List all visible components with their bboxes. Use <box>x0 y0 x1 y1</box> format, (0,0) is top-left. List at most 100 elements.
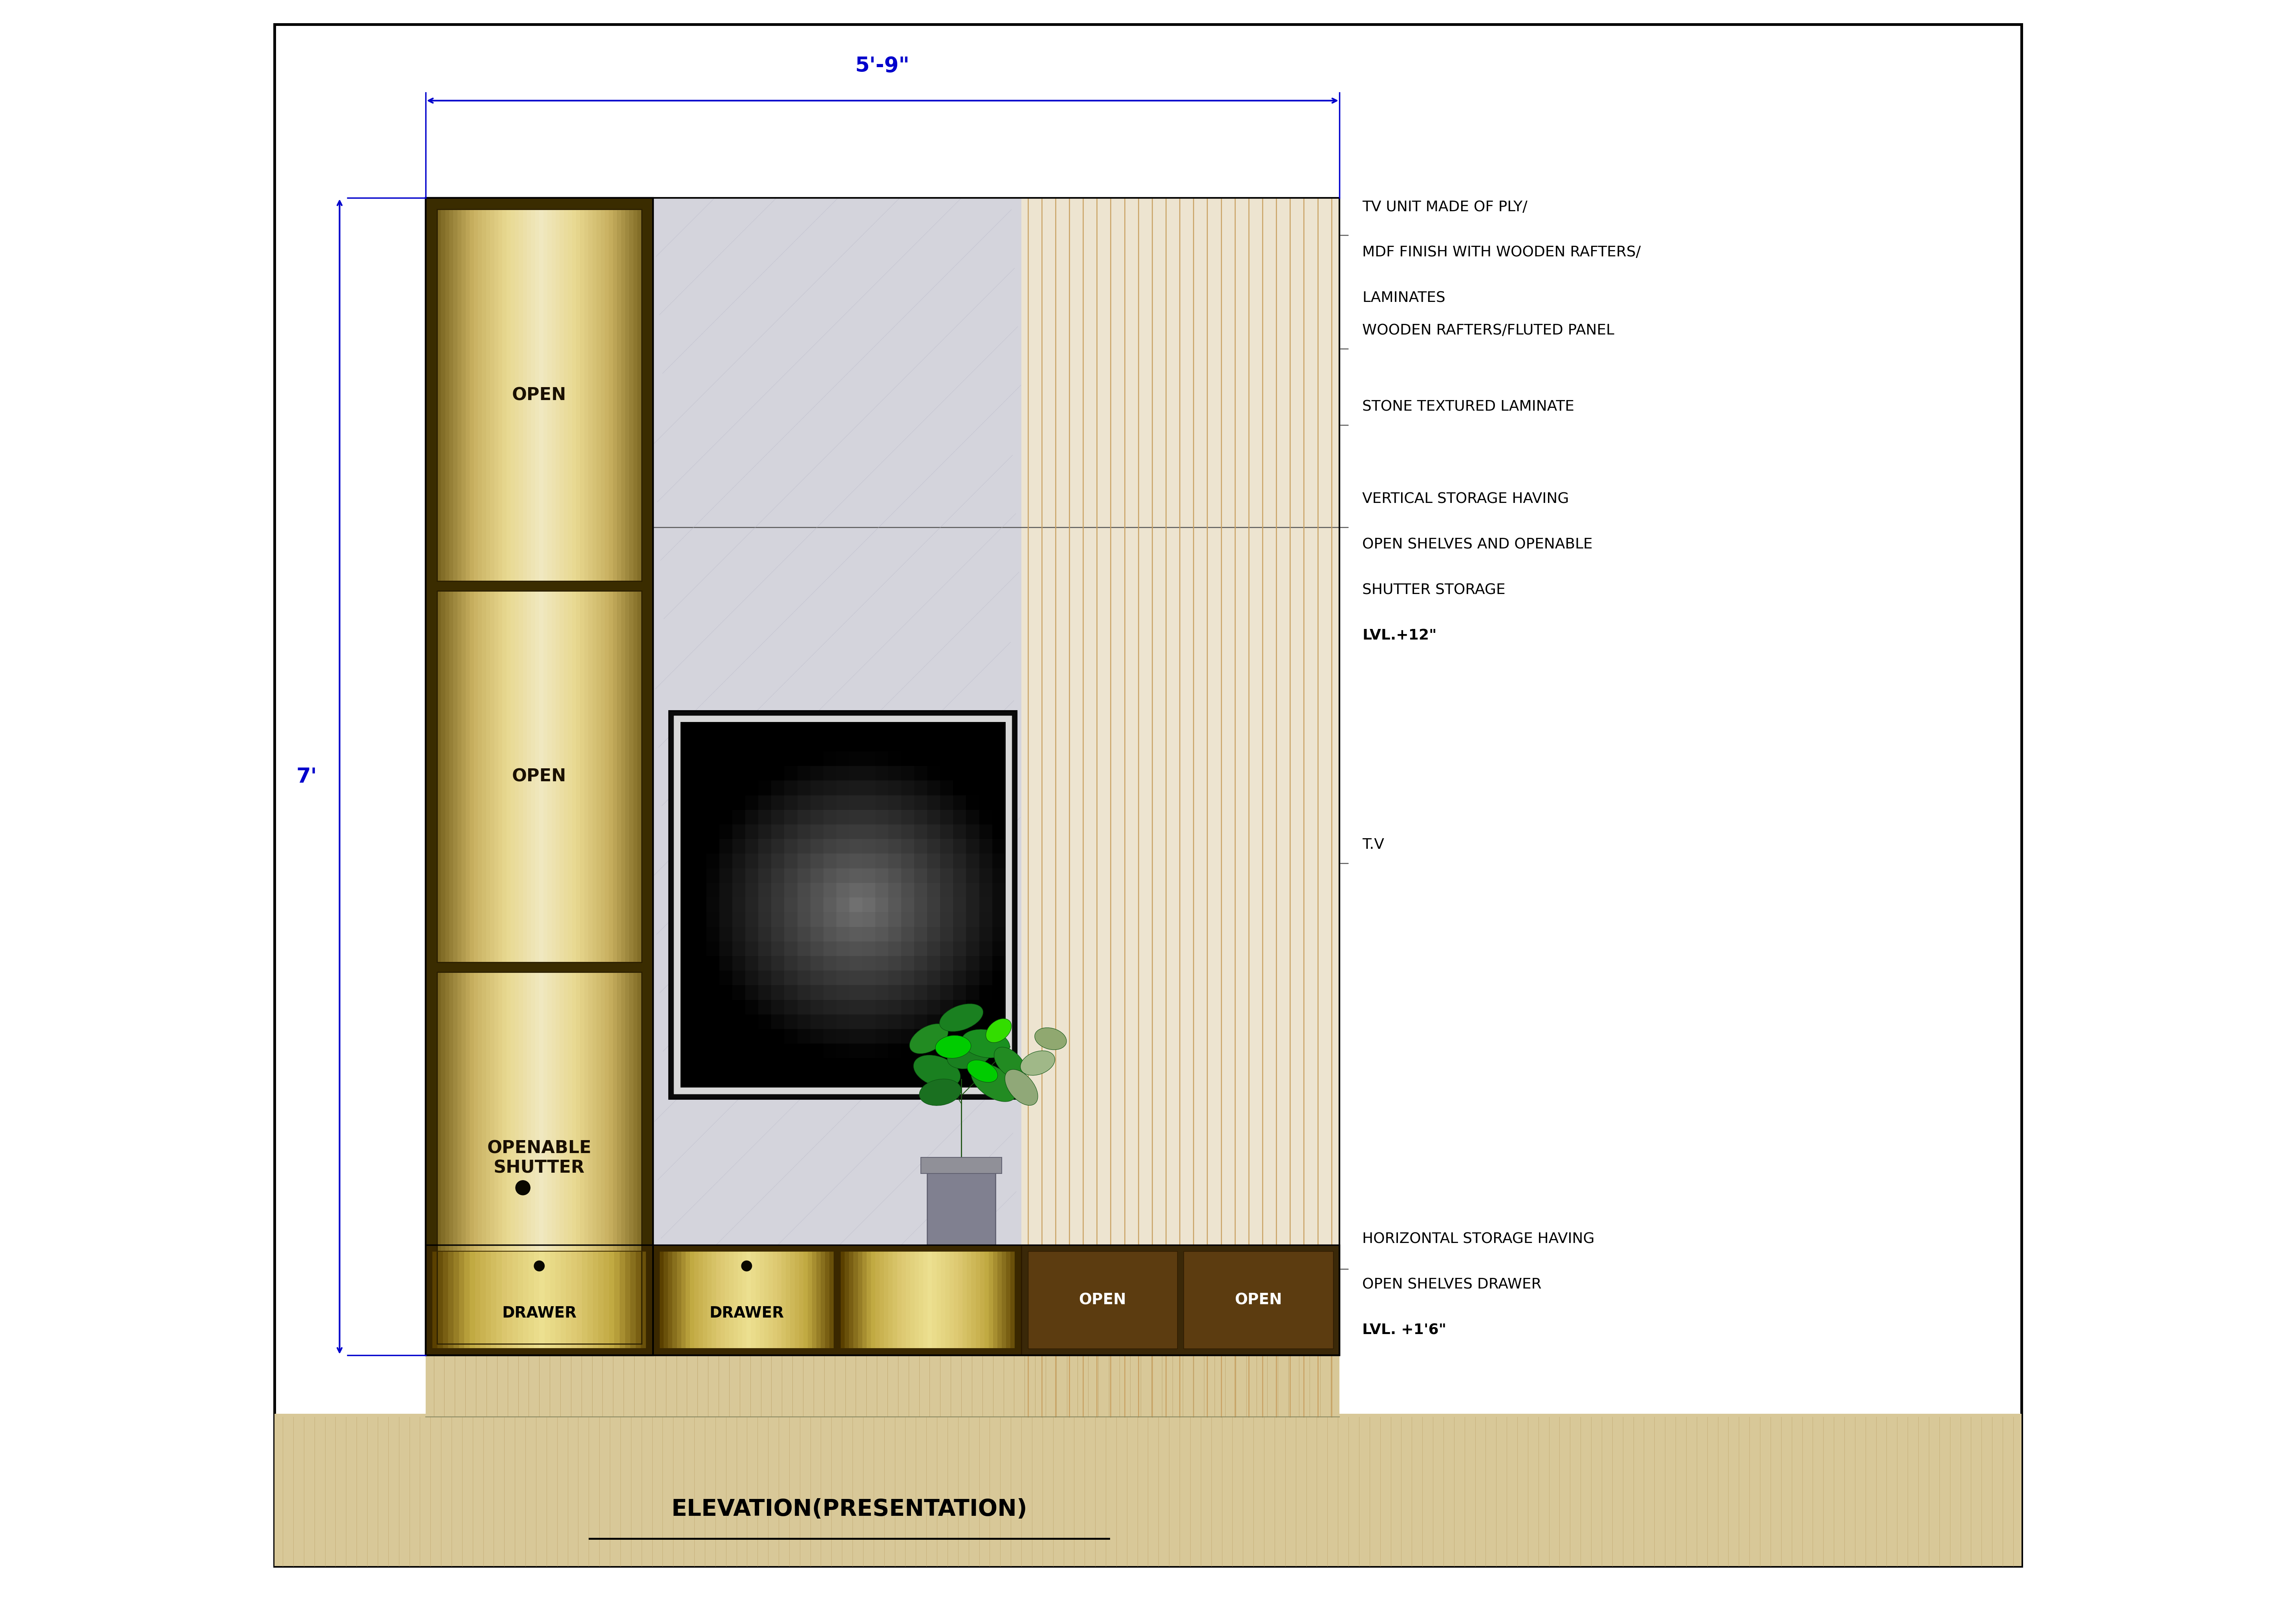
Bar <box>436 591 441 962</box>
Bar <box>581 209 585 581</box>
Bar <box>478 972 482 1344</box>
Bar <box>992 751 1006 766</box>
Bar <box>448 1251 455 1349</box>
Bar <box>523 209 528 581</box>
Bar <box>850 751 863 766</box>
Bar <box>902 971 914 985</box>
Bar <box>967 941 980 956</box>
Bar <box>928 854 941 868</box>
Bar <box>928 868 941 883</box>
Bar <box>732 1251 739 1349</box>
Bar <box>588 1251 592 1349</box>
Bar <box>992 781 1006 795</box>
Bar <box>608 1251 615 1349</box>
Bar <box>863 795 875 810</box>
Bar <box>771 1000 785 1014</box>
Bar <box>824 941 836 956</box>
Bar <box>680 722 693 737</box>
Bar <box>732 824 746 839</box>
Bar <box>941 956 953 971</box>
Bar <box>928 737 941 751</box>
Bar <box>978 781 992 795</box>
Bar <box>707 766 719 781</box>
Bar <box>875 927 889 941</box>
Bar <box>680 1073 693 1087</box>
Bar <box>758 824 771 839</box>
Bar <box>732 985 746 1000</box>
Bar <box>758 868 771 883</box>
Bar <box>677 1251 682 1349</box>
Bar <box>785 781 797 795</box>
Bar <box>599 1251 604 1349</box>
Bar <box>758 722 771 737</box>
Bar <box>992 722 1006 737</box>
Bar <box>850 912 863 927</box>
Bar <box>540 209 544 581</box>
Bar <box>824 1000 836 1014</box>
Bar <box>978 868 992 883</box>
Bar <box>992 971 1006 985</box>
Text: MDF FINISH WITH WOODEN RAFTERS/: MDF FINISH WITH WOODEN RAFTERS/ <box>1362 245 1642 260</box>
Bar <box>863 868 875 883</box>
Bar <box>664 1251 668 1349</box>
Bar <box>551 591 556 962</box>
Bar <box>907 1251 912 1349</box>
Bar <box>489 591 494 962</box>
Bar <box>716 1251 721 1349</box>
Bar <box>693 941 707 956</box>
Bar <box>519 591 523 962</box>
Bar <box>1010 1251 1015 1349</box>
Bar <box>992 868 1006 883</box>
Bar <box>583 972 588 1344</box>
Bar <box>863 1029 875 1044</box>
Bar <box>746 839 758 854</box>
Bar <box>953 1014 967 1029</box>
Bar <box>863 1251 868 1349</box>
Bar <box>902 1073 914 1087</box>
Bar <box>941 927 953 941</box>
Bar <box>544 591 549 962</box>
Bar <box>863 1044 875 1058</box>
Bar <box>719 1014 732 1029</box>
Bar <box>863 927 875 941</box>
Bar <box>576 1251 583 1349</box>
Bar <box>771 766 785 781</box>
Bar <box>689 1251 696 1349</box>
Bar <box>902 751 914 766</box>
Bar <box>461 209 466 581</box>
Bar <box>785 810 797 824</box>
Bar <box>914 1058 928 1073</box>
Bar <box>902 766 914 781</box>
Bar <box>824 824 836 839</box>
Bar <box>785 737 797 751</box>
Bar <box>889 1029 902 1044</box>
Bar <box>636 1251 641 1349</box>
Bar <box>450 591 455 962</box>
Bar <box>471 972 473 1344</box>
Bar <box>914 1044 928 1058</box>
Bar <box>941 751 953 766</box>
Bar <box>863 971 875 985</box>
Bar <box>824 795 836 810</box>
Bar <box>693 883 707 898</box>
Bar <box>680 985 693 1000</box>
Bar <box>889 795 902 810</box>
Bar <box>953 824 967 839</box>
Bar <box>746 1044 758 1058</box>
Bar <box>680 941 693 956</box>
Bar <box>953 868 967 883</box>
Bar <box>693 927 707 941</box>
Bar <box>875 912 889 927</box>
Bar <box>797 824 810 839</box>
Bar <box>836 883 850 898</box>
Bar <box>441 591 445 962</box>
Bar <box>902 854 914 868</box>
Bar <box>457 591 461 962</box>
Bar <box>824 1044 836 1058</box>
Bar <box>941 971 953 985</box>
Bar <box>719 839 732 854</box>
Bar <box>498 972 503 1344</box>
Bar <box>967 854 980 868</box>
Bar <box>785 766 797 781</box>
Bar <box>824 839 836 854</box>
